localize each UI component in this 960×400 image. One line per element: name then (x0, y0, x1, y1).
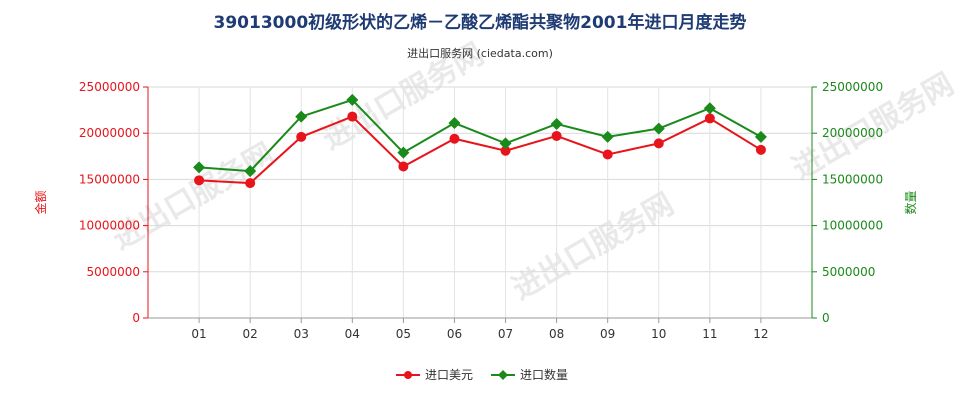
x-tick-label: 07 (498, 327, 513, 341)
data-point[interactable] (703, 102, 716, 115)
x-tick-label: 06 (447, 327, 462, 341)
chart-title: 39013000初级形状的乙烯－乙酸乙烯酯共聚物2001年进口月度走势 (214, 12, 747, 33)
watermark-text: 进出口服务网 (107, 137, 280, 257)
legend-marker (404, 371, 412, 379)
data-point[interactable] (653, 138, 664, 149)
data-point[interactable] (193, 161, 206, 174)
left-tick-label: 20000000 (79, 126, 140, 140)
data-point[interactable] (397, 146, 410, 159)
data-point[interactable] (551, 130, 562, 141)
data-point[interactable] (296, 131, 307, 142)
series-line (199, 115, 762, 185)
data-point[interactable] (652, 122, 665, 135)
left-tick-label: 5000000 (87, 265, 140, 279)
data-point[interactable] (448, 117, 461, 130)
legend-marker (498, 370, 508, 380)
data-point[interactable] (347, 111, 358, 122)
legend-label: 进口美元 (425, 368, 473, 382)
data-point[interactable] (398, 161, 409, 172)
left-tick-label: 0 (132, 311, 140, 325)
series-line (199, 98, 762, 173)
right-tick-label: 15000000 (822, 172, 883, 186)
x-tick-label: 04 (345, 327, 360, 341)
x-tick-label: 11 (702, 327, 717, 341)
data-point[interactable] (244, 165, 257, 178)
right-axis-ticks: 0 5000000 10000000 15000000 20000000 25000000 (812, 80, 883, 325)
data-point[interactable] (194, 175, 205, 186)
data-point[interactable] (755, 144, 766, 155)
x-tick-label: 12 (753, 327, 768, 341)
x-tick-label: 02 (243, 327, 258, 341)
legend-label: 进口数量 (520, 367, 568, 382)
series-layer (193, 93, 767, 189)
data-point[interactable] (754, 130, 767, 143)
right-tick-label: 10000000 (822, 219, 883, 233)
data-point[interactable] (499, 137, 512, 150)
watermark-text: 进出口服务网 (507, 187, 680, 307)
series-1 (194, 111, 766, 189)
data-point[interactable] (500, 145, 511, 156)
right-tick-label: 20000000 (822, 126, 883, 140)
left-tick-label: 25000000 (79, 80, 140, 94)
data-point[interactable] (449, 133, 460, 144)
right-tick-label: 5000000 (822, 265, 875, 279)
right-axis-title: 数量 (903, 190, 918, 214)
axes (147, 87, 813, 319)
series-2 (193, 93, 767, 178)
data-point[interactable] (245, 178, 256, 189)
legend-item[interactable]: 进口数量 (491, 367, 568, 382)
data-point[interactable] (346, 93, 359, 106)
data-point[interactable] (295, 110, 308, 123)
data-point[interactable] (550, 117, 563, 130)
x-tick-label: 05 (396, 327, 411, 341)
chart-subtitle: 进出口服务网 (ciedata.com) (407, 46, 553, 60)
left-tick-label: 15000000 (79, 172, 140, 186)
x-tick-label: 10 (651, 327, 666, 341)
x-tick-label: 08 (549, 327, 564, 341)
legend[interactable]: 进口美元 进口数量 (396, 367, 568, 382)
x-tick-label: 03 (294, 327, 309, 341)
data-point[interactable] (601, 130, 614, 143)
x-tick-label: 09 (600, 327, 615, 341)
left-tick-label: 10000000 (79, 219, 140, 233)
right-tick-label: 0 (822, 311, 830, 325)
data-point[interactable] (602, 149, 613, 160)
x-tick-label: 01 (191, 327, 206, 341)
legend-item[interactable]: 进口美元 (396, 368, 473, 382)
left-axis-title: 金额 (33, 190, 48, 214)
right-tick-label: 25000000 (822, 80, 883, 94)
x-axis-ticks: 01 02 03 04 05 06 07 08 09 10 11 12 (191, 318, 769, 341)
data-point[interactable] (704, 113, 715, 124)
left-axis-ticks: 0 5000000 10000000 15000000 20000000 25000000 (79, 80, 148, 325)
